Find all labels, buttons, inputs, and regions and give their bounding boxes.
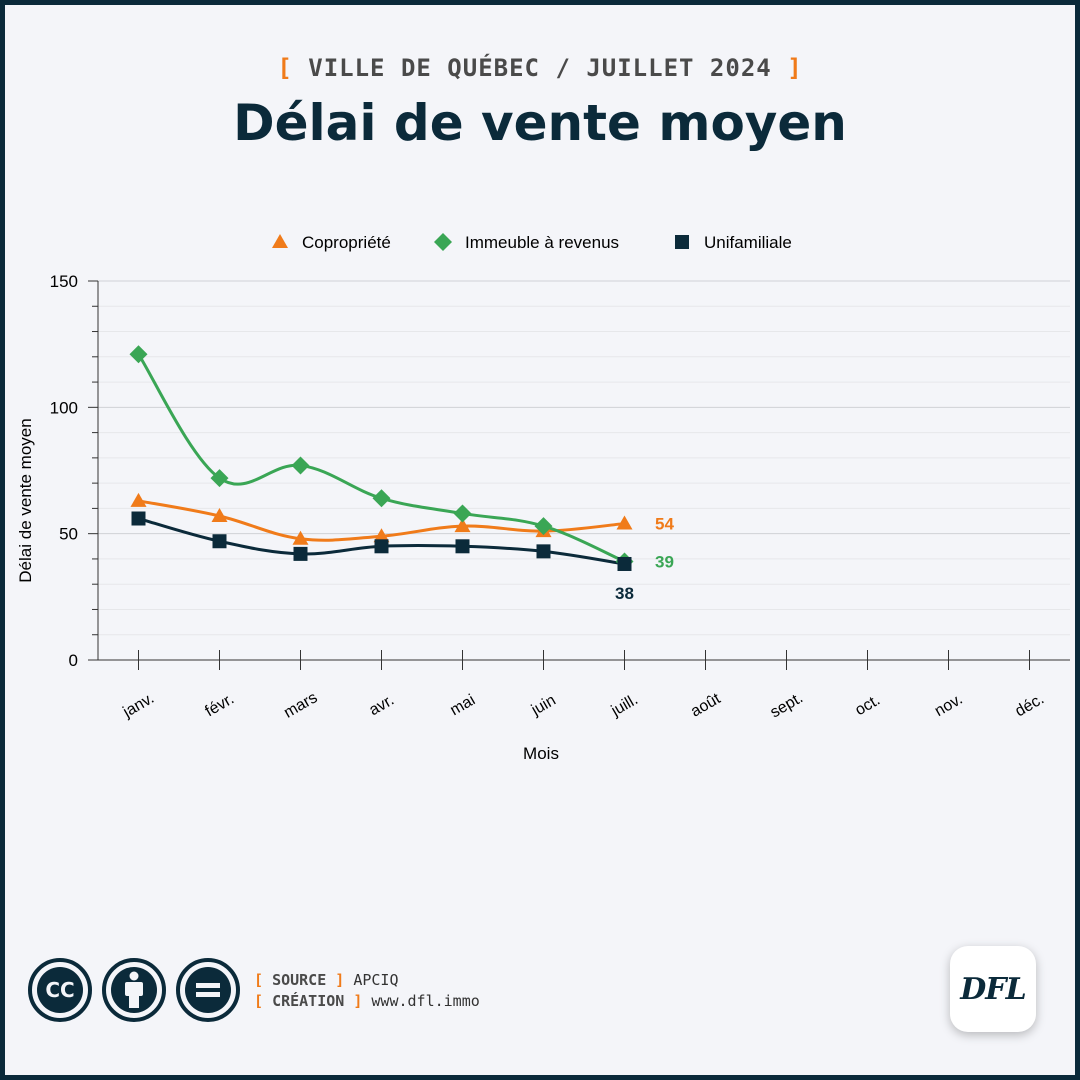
- end-label-unifamiliale: 38: [615, 584, 634, 603]
- data-point-unifamiliale: [131, 511, 146, 526]
- x-tick-label: nov.: [932, 691, 966, 720]
- end-label-immeuble-a-revenus: 39: [655, 552, 674, 571]
- x-tick-label: mars: [281, 689, 320, 722]
- legend-marker-immeuble-a-revenus: [434, 233, 452, 251]
- y-tick-label: 100: [50, 398, 78, 417]
- legend-label-immeuble-a-revenus: Immeuble à revenus: [465, 233, 619, 252]
- data-point-unifamiliale: [293, 546, 308, 561]
- supertitle-close-bracket: ]: [787, 54, 803, 82]
- source-line: [ SOURCE ] APCIQ: [254, 971, 399, 989]
- data-point-copropriete: [373, 528, 390, 543]
- x-tick-label: juill.: [608, 691, 641, 720]
- dfl-logo: DFL: [950, 946, 1036, 1032]
- credits: [ SOURCE ] APCIQ [ CRÉATION ] www.dfl.im…: [254, 970, 480, 1012]
- data-point-copropriete: [454, 518, 471, 533]
- page-title: Délai de vente moyen: [233, 94, 847, 152]
- y-tick-label: 0: [69, 651, 78, 670]
- x-tick-label: oct.: [852, 692, 883, 720]
- creation-value: www.dfl.immo: [371, 992, 480, 1010]
- data-point-immeuble-a-revenus: [129, 345, 148, 364]
- legend-label-copropriete: Copropriété: [302, 233, 391, 252]
- data-point-unifamiliale: [374, 539, 389, 554]
- x-tick-label: juin: [528, 692, 559, 720]
- data-point-immeuble-a-revenus: [453, 504, 472, 523]
- x-axis-title: Mois: [523, 744, 559, 763]
- legend-marker-copropriete: [272, 234, 288, 248]
- y-axis-title: Délai de vente moyen: [16, 418, 35, 582]
- x-tick-label: janv.: [120, 690, 158, 722]
- no-derivatives-icon: [176, 958, 240, 1022]
- data-point-unifamiliale: [455, 539, 470, 554]
- license-icons: CC: [28, 958, 240, 1022]
- data-point-immeuble-a-revenus: [534, 517, 553, 536]
- data-point-copropriete: [292, 530, 309, 545]
- data-point-unifamiliale: [536, 544, 551, 559]
- x-tick-label: août: [688, 690, 724, 721]
- y-tick-label: 150: [50, 272, 78, 291]
- data-point-immeuble-a-revenus: [291, 456, 310, 475]
- supertitle-text: VILLE DE QUÉBEC / JUILLET 2024: [308, 54, 772, 82]
- x-tick-label: févr.: [202, 691, 237, 721]
- data-point-unifamiliale: [617, 556, 632, 571]
- source-value: APCIQ: [353, 971, 399, 989]
- data-point-unifamiliale: [212, 534, 227, 549]
- x-tick-label: avr.: [366, 692, 397, 720]
- data-point-copropriete: [211, 507, 228, 522]
- x-tick-label: mai: [447, 692, 478, 720]
- attribution-icon: [102, 958, 166, 1022]
- creation-label: CRÉATION: [272, 992, 345, 1010]
- y-tick-label: 50: [59, 525, 78, 544]
- source-label: SOURCE: [272, 971, 327, 989]
- data-point-immeuble-a-revenus: [210, 469, 229, 488]
- data-point-copropriete: [130, 492, 147, 507]
- legend-marker-unifamiliale: [675, 235, 689, 249]
- supertitle: [ VILLE DE QUÉBEC / JUILLET 2024 ]: [0, 54, 1080, 82]
- legend-label-unifamiliale: Unifamiliale: [704, 233, 792, 252]
- data-point-immeuble-a-revenus: [372, 489, 391, 508]
- creation-line: [ CRÉATION ] www.dfl.immo: [254, 992, 480, 1010]
- end-label-copropriete: 54: [655, 515, 674, 534]
- cc-icon: CC: [28, 958, 92, 1022]
- x-tick-label: déc.: [1012, 691, 1047, 721]
- supertitle-open-bracket: [: [277, 54, 293, 82]
- data-point-copropriete: [616, 515, 633, 530]
- cc-icon-text: CC: [37, 967, 83, 1013]
- x-tick-label: sept.: [767, 689, 806, 721]
